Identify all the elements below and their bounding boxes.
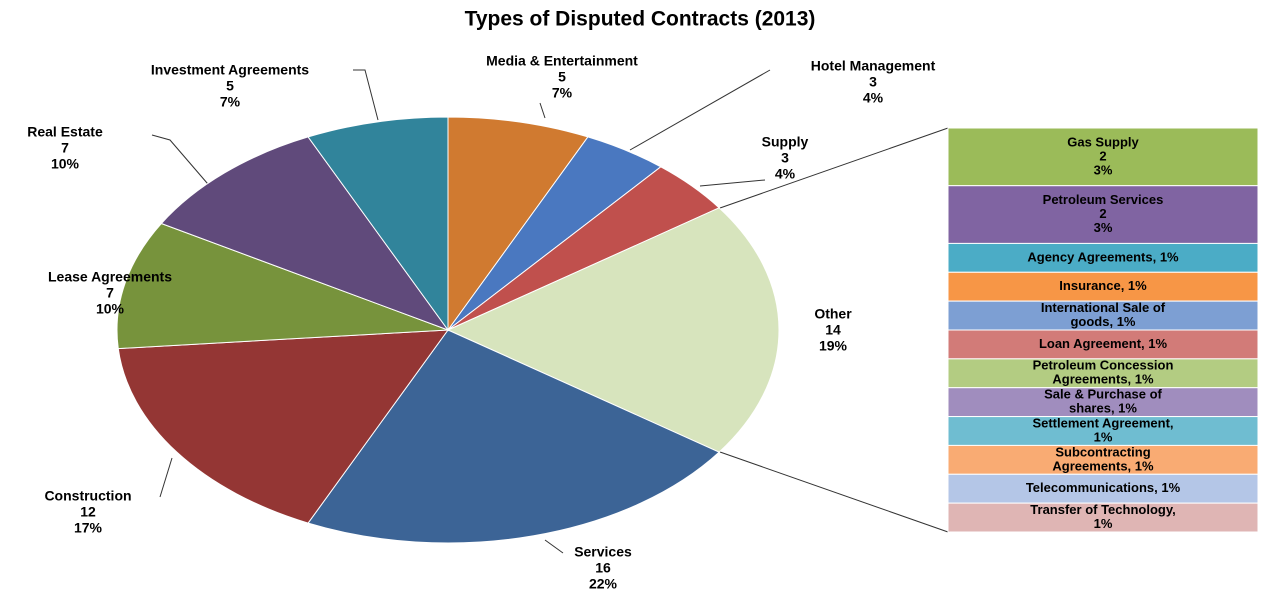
slice-label: Investment Agreements <box>151 62 309 78</box>
connector-line <box>719 451 949 533</box>
bar-label: Agreements, 1% <box>1052 372 1154 387</box>
pie-slice <box>307 116 449 332</box>
pie-slice <box>116 222 449 350</box>
slice-label: Other <box>814 306 852 322</box>
leader-line <box>629 69 771 151</box>
bar-label: Subcontracting <box>1055 444 1150 459</box>
slice-label: Hotel Management <box>811 58 936 74</box>
bar-label: Sale & Purchase of <box>1044 387 1162 402</box>
bar-segment <box>947 502 1259 533</box>
slice-value: 3 <box>869 74 877 90</box>
bar-segment <box>947 416 1259 446</box>
bar-segment <box>947 387 1259 418</box>
bar-segment <box>947 444 1259 475</box>
bar-label: Loan Agreement, 1% <box>1039 336 1168 351</box>
pie-slice <box>446 207 780 453</box>
bar-label: 3% <box>1094 162 1113 177</box>
slice-percent: 4% <box>863 90 884 106</box>
bar-label: Gas Supply <box>1067 134 1139 149</box>
bar-label: 2 <box>1099 206 1106 221</box>
bar-label: Petroleum Services <box>1043 192 1164 207</box>
slice-value: 5 <box>558 69 566 85</box>
bar-label: Agreements, 1% <box>1052 458 1154 473</box>
slice-percent: 10% <box>51 156 80 172</box>
bar-label: Settlement Agreement, <box>1032 415 1173 430</box>
leader-line <box>353 69 379 121</box>
bar-segment <box>947 300 1259 331</box>
leader-line <box>159 457 173 498</box>
slice-percent: 22% <box>589 576 618 592</box>
slice-percent: 7% <box>552 85 573 101</box>
bar-segment <box>947 271 1259 302</box>
bar-segment <box>947 329 1259 360</box>
slice-value: 5 <box>226 78 234 94</box>
slice-value: 14 <box>825 322 841 338</box>
bar-label: 2 <box>1099 148 1106 163</box>
slice-label: Construction <box>44 488 131 504</box>
slice-label: Lease Agreements <box>48 269 172 285</box>
bar-label: 1% <box>1094 429 1113 444</box>
pie-slice <box>447 116 589 332</box>
slice-percent: 19% <box>819 338 848 354</box>
bar-segment <box>947 242 1259 273</box>
slice-value: 12 <box>80 504 96 520</box>
slice-label: Media & Entertainment <box>486 53 638 69</box>
slice-value: 16 <box>595 560 611 576</box>
connector-line <box>719 127 949 209</box>
slice-label: Services <box>574 544 632 560</box>
slice-label: Real Estate <box>27 124 103 140</box>
leader-line <box>539 102 546 119</box>
bar-label: Agency Agreements, 1% <box>1027 249 1179 264</box>
slice-value: 7 <box>61 140 69 156</box>
pie-slice <box>307 329 721 544</box>
slice-percent: 7% <box>220 94 241 110</box>
chart-title: Types of Disputed Contracts (2013) <box>465 8 816 31</box>
bar-label: goods, 1% <box>1070 314 1135 329</box>
slice-value: 7 <box>106 285 114 301</box>
bar-segment <box>947 473 1259 504</box>
leader-line <box>544 539 564 554</box>
bar-label: Telecommunications, 1% <box>1026 480 1181 495</box>
pie-slice <box>117 329 450 524</box>
bar-label: 1% <box>1094 516 1113 531</box>
slice-percent: 17% <box>74 520 103 536</box>
slice-value: 3 <box>781 150 789 166</box>
leader-line <box>699 179 766 187</box>
bar-label: Transfer of Technology, <box>1030 502 1175 517</box>
slice-label: Supply <box>762 134 809 150</box>
bar-label: Insurance, 1% <box>1059 278 1147 293</box>
bar-label: International Sale of <box>1041 300 1166 315</box>
bar-label: 3% <box>1094 220 1113 235</box>
bar-label: shares, 1% <box>1069 401 1137 416</box>
bar-label: Petroleum Concession <box>1033 358 1174 373</box>
pie-slice <box>160 136 450 332</box>
slice-percent: 4% <box>775 166 796 182</box>
slice-percent: 10% <box>96 301 125 317</box>
